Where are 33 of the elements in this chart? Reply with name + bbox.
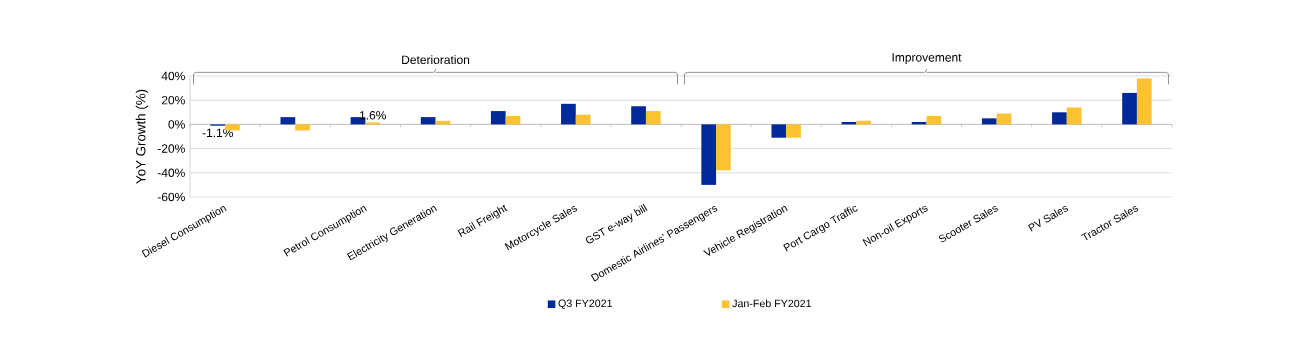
data-label: 1.6%	[359, 111, 386, 120]
bar	[1136, 78, 1152, 125]
legend-label: Jan-Feb FY2021	[732, 299, 812, 308]
bar	[981, 118, 997, 125]
bar	[645, 111, 661, 125]
bar	[490, 111, 506, 125]
bar	[280, 117, 296, 125]
y-tick-label: -40%	[157, 168, 185, 178]
bar	[295, 124, 310, 131]
y-tick-label: -60%	[157, 192, 185, 202]
bar	[561, 103, 576, 125]
bar	[631, 106, 646, 125]
y-tick-label: 0%	[168, 120, 185, 129]
text: Deterioration	[402, 55, 470, 65]
bar	[701, 124, 717, 185]
y-tick-label: 40%	[161, 71, 185, 81]
y-tick-label: 20%	[161, 95, 185, 105]
bar	[716, 124, 731, 171]
data-label: -1.1%	[202, 128, 233, 138]
y-axis-title: YoY Growth (%)	[135, 89, 149, 184]
bar	[1122, 92, 1137, 125]
bar	[420, 117, 436, 125]
text: Improvement	[892, 53, 962, 65]
bar	[575, 114, 591, 125]
bar	[1066, 107, 1082, 125]
bar	[1052, 112, 1067, 125]
bar	[926, 115, 942, 125]
bar	[771, 124, 787, 138]
bar	[786, 124, 801, 138]
legend-label: Q3 FY2021	[558, 299, 613, 309]
y-tick-label: -20%	[157, 144, 185, 153]
bar	[505, 115, 521, 125]
x-tick-label: PV Sales	[1028, 206, 1069, 232]
